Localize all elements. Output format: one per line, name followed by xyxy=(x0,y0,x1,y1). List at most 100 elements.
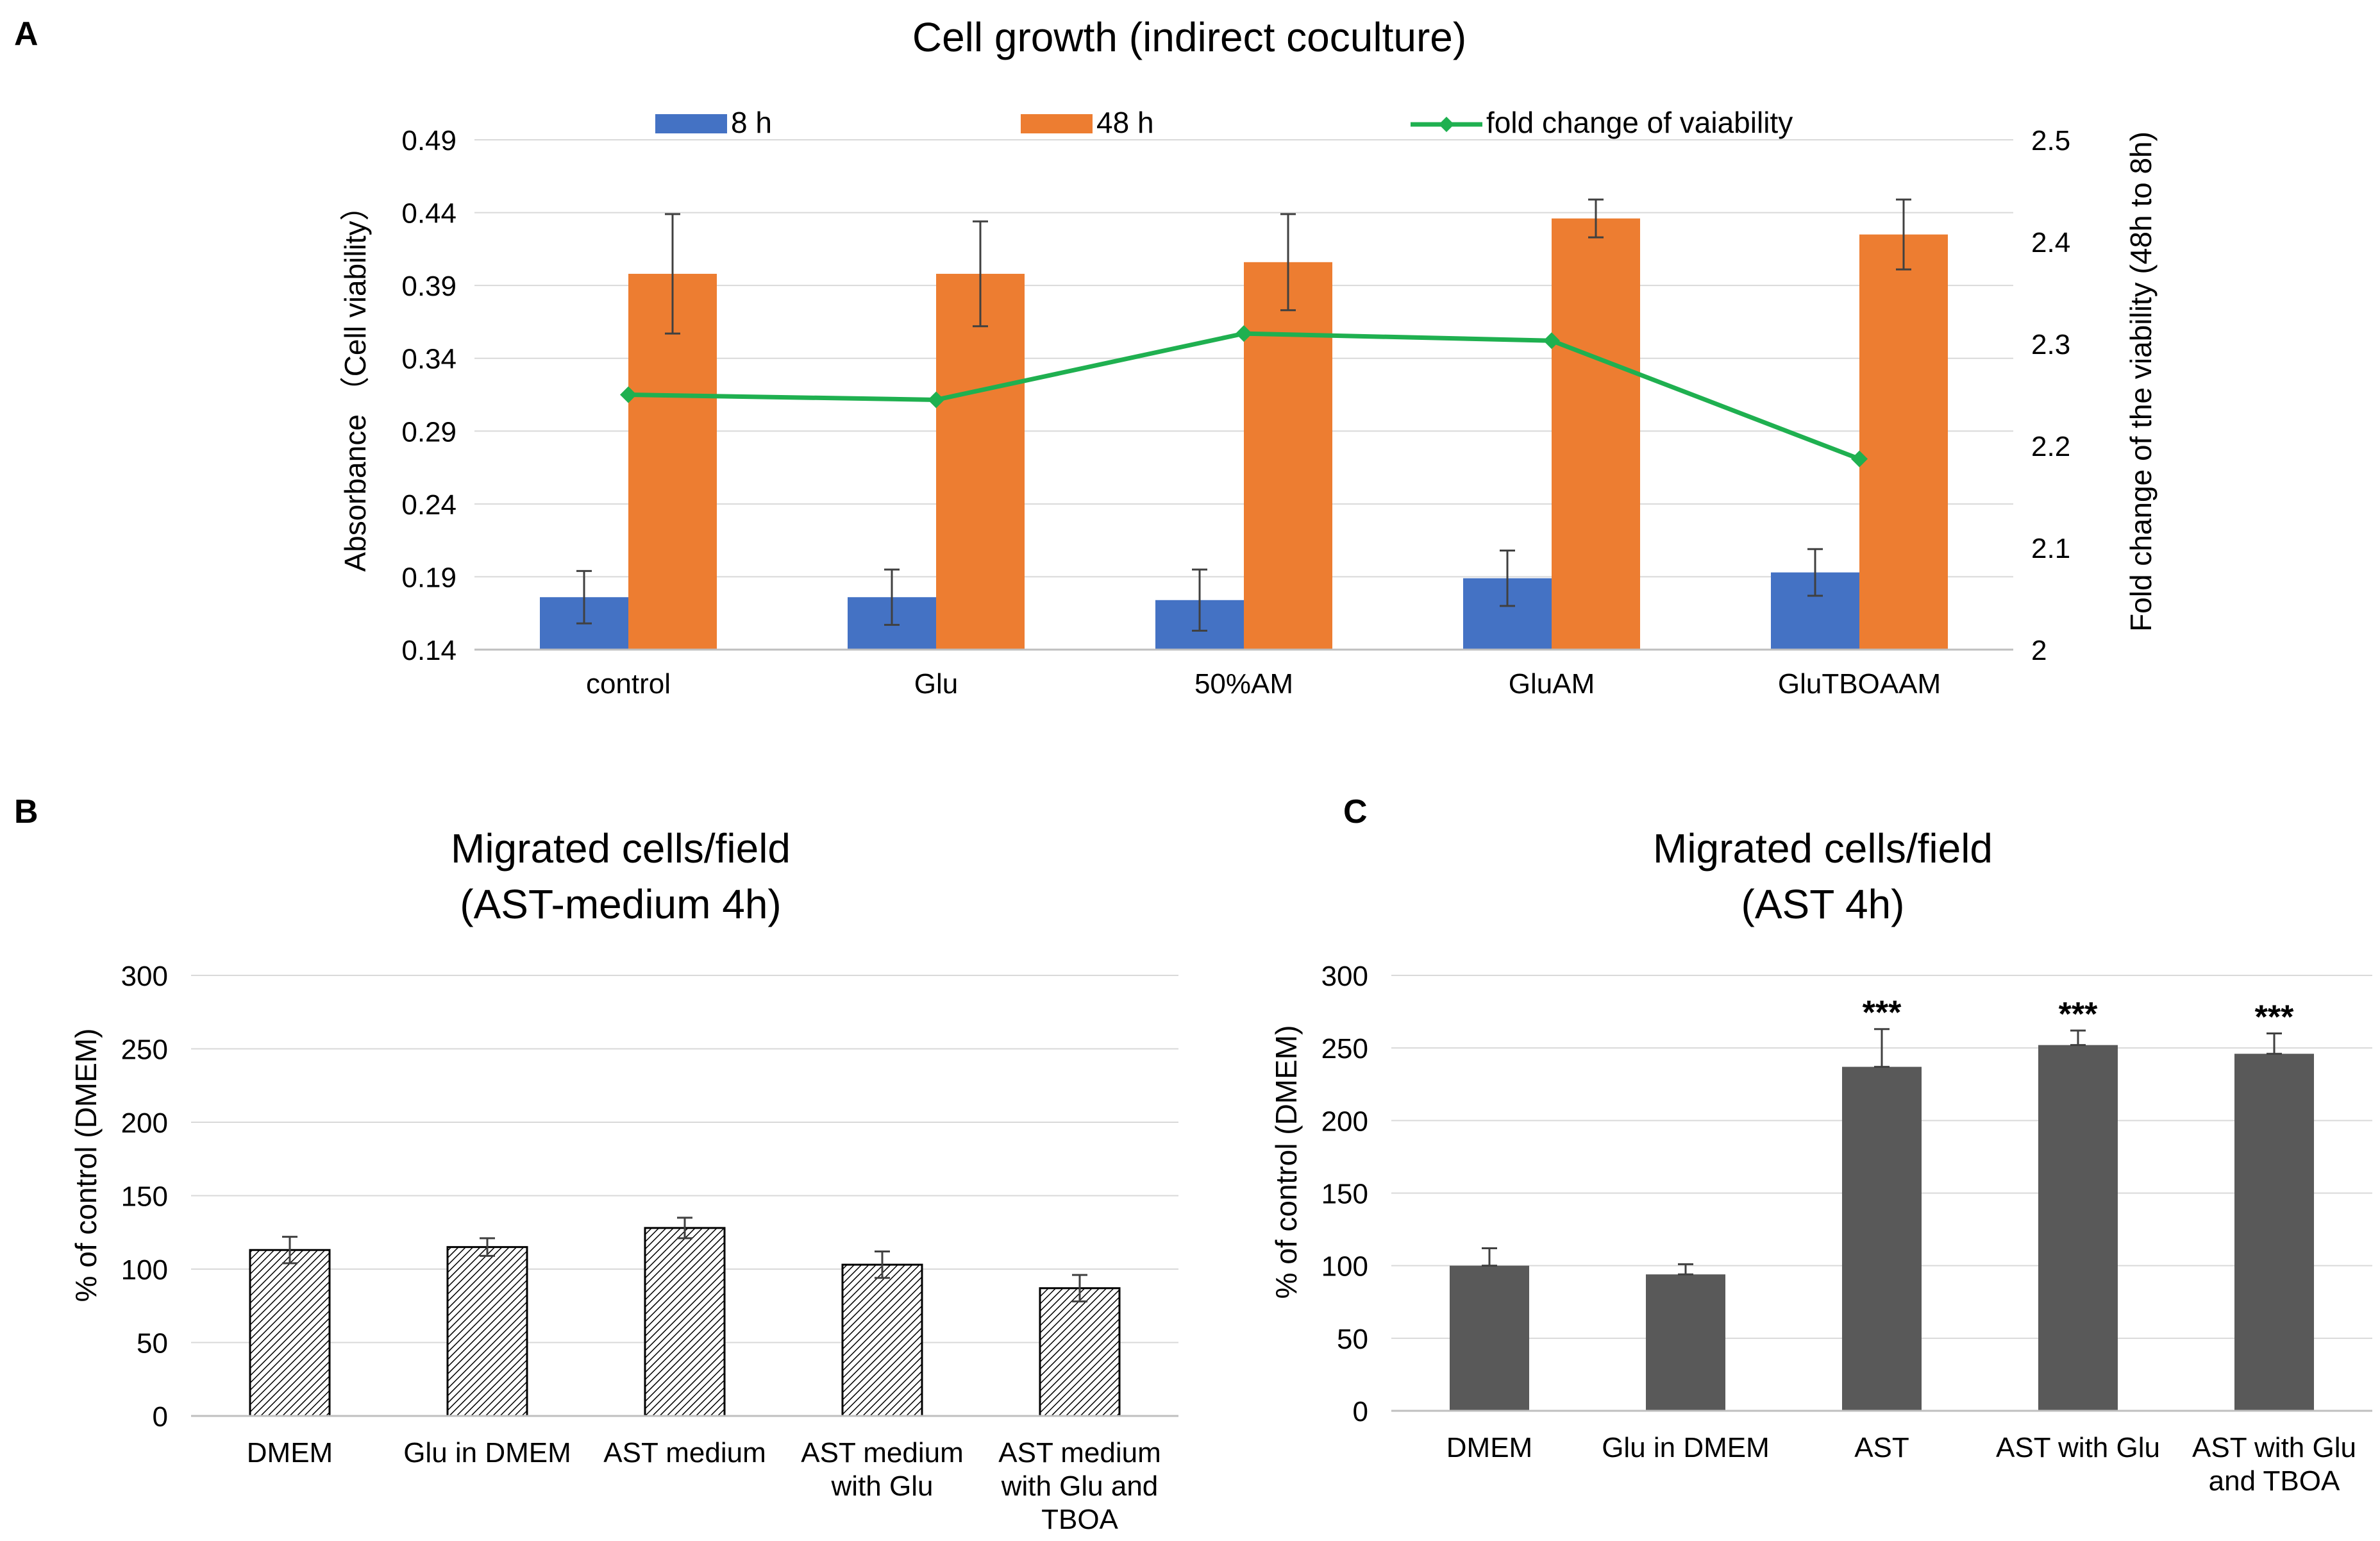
panel-label-a: A xyxy=(14,15,38,53)
legend-label-fold-change: fold change of vaiability xyxy=(1486,106,1793,139)
bar-ast-with-glu xyxy=(2038,1045,2118,1411)
y2-tick-label: 2.4 xyxy=(2031,227,2070,258)
y-tick-label: 50 xyxy=(1337,1324,1368,1355)
chart-b-title-line2: (AST-medium 4h) xyxy=(460,881,781,927)
y2-tick-label: 2.5 xyxy=(2031,125,2070,156)
y-tick-label: 300 xyxy=(121,961,168,992)
bar-ast-medium-with-glu xyxy=(841,1263,923,1417)
fold-change-point xyxy=(620,386,637,403)
y2-tick-label: 2 xyxy=(2031,635,2047,666)
x-tick-label: DMEM xyxy=(1446,1432,1532,1463)
chart-c-axes: 0 50 100 150 200 250 300 DMEM Glu in DMEM AST AST … xyxy=(1321,961,2372,1497)
bar-dmem xyxy=(249,1249,331,1417)
x-tick-label: and TBOA xyxy=(2209,1465,2340,1497)
fold-change-point xyxy=(1543,332,1560,349)
y2-tick-label: 2.1 xyxy=(2031,533,2070,564)
chart-b: Migrated cells/field (AST-medium 4h) 0 50… xyxy=(69,825,1178,1535)
bar-48h-glu xyxy=(936,273,1025,650)
bar-ast xyxy=(1842,1066,1922,1411)
x-tick-label: Glu in DMEM xyxy=(1602,1432,1770,1463)
y-tick-label: 0.39 xyxy=(401,271,457,302)
bar-glu-in-dmem xyxy=(446,1246,528,1417)
y-tick-label: 150 xyxy=(121,1181,168,1213)
x-tick-label: DMEM xyxy=(247,1437,333,1469)
chart-a: Cell growth (indirect coculture) 0.140.1… xyxy=(339,14,2158,700)
y-tick-label: 250 xyxy=(1321,1033,1368,1065)
x-tick-label: AST with Glu xyxy=(2192,1432,2356,1463)
chart-a-axes: 0.14 0.19 0.24 0.29 0.34 0.39 0.44 0.49 2 2.1 2.2 2… xyxy=(401,125,2070,700)
x-tick-label: GluAM xyxy=(1509,668,1595,700)
bar-48h-50%am xyxy=(1244,262,1332,650)
y-tick-label: 0.34 xyxy=(401,344,457,375)
fold-change-point xyxy=(928,391,944,408)
x-tick-label: AST with Glu xyxy=(1996,1432,2160,1463)
x-tick-label: Glu xyxy=(914,668,958,700)
bar-48h-glutboaam xyxy=(1859,234,1948,650)
y-tick-label: 200 xyxy=(121,1107,168,1139)
bar-ast-medium-with-glu-and-tboa xyxy=(1039,1287,1121,1417)
y-tick-label: 0 xyxy=(1353,1396,1368,1427)
legend-label-48h: 48 h xyxy=(1096,106,1154,139)
x-tick-label: GluTBOAAM xyxy=(1778,668,1941,700)
chart-c-title-line2: (AST 4h) xyxy=(1741,881,1905,927)
chart-a-ylabel-right: Fold change of the viability (48h to 8h) xyxy=(2124,131,2158,632)
chart-a-ylabel-left: Absorbance （Cell viability） xyxy=(339,191,372,571)
bar-glu-in-dmem xyxy=(1646,1274,1725,1411)
chart-c-title-line1: Migrated cells/field xyxy=(1653,825,1993,872)
y-tick-label: 0.49 xyxy=(401,125,457,156)
y-tick-label: 200 xyxy=(1321,1106,1368,1137)
legend-label-8h: 8 h xyxy=(731,106,772,139)
y-tick-label: 250 xyxy=(121,1034,168,1066)
bar-ast-medium xyxy=(644,1227,726,1417)
fold-change-point xyxy=(1851,450,1868,467)
fold-change-point xyxy=(1236,325,1252,342)
x-tick-label: AST medium xyxy=(998,1437,1161,1469)
significance-label: *** xyxy=(2059,996,2098,1033)
y-tick-label: 50 xyxy=(137,1328,168,1360)
y2-tick-label: 2.3 xyxy=(2031,329,2070,360)
panel-label-b: B xyxy=(14,793,38,830)
bar-ast-with-glu-and-tboa xyxy=(2234,1054,2314,1411)
chart-c-ylabel: % of control (DMEM) xyxy=(1270,1025,1303,1299)
chart-b-bars xyxy=(249,1217,1121,1417)
significance-label: *** xyxy=(2255,999,2294,1036)
chart-a-title: Cell growth (indirect coculture) xyxy=(912,14,1466,60)
bar-dmem xyxy=(1450,1265,1529,1411)
y-tick-label: 150 xyxy=(1321,1179,1368,1210)
bar-48h-control xyxy=(628,273,717,650)
y-tick-label: 0.29 xyxy=(401,416,457,448)
y-tick-label: 100 xyxy=(1321,1251,1368,1283)
bar-48h-gluam xyxy=(1552,218,1640,650)
chart-a-line-series xyxy=(620,325,1868,467)
y-tick-label: 300 xyxy=(1321,961,1368,992)
y-tick-label: 0.14 xyxy=(401,635,457,666)
chart-a-bars xyxy=(540,198,1948,650)
x-tick-label: with Glu xyxy=(831,1470,934,1502)
x-tick-label: control xyxy=(586,668,671,700)
x-tick-label: TBOA xyxy=(1041,1504,1118,1535)
chart-b-ylabel: % of control (DMEM) xyxy=(69,1029,103,1302)
x-tick-label: 50%AM xyxy=(1194,668,1293,700)
legend-swatch-48h xyxy=(1021,114,1093,133)
x-tick-label: with Glu and xyxy=(1001,1470,1159,1502)
y-tick-label: 0 xyxy=(153,1401,168,1433)
chart-c-bars: *** *** *** xyxy=(1450,995,2314,1411)
x-tick-label: AST medium xyxy=(801,1437,964,1469)
significance-label: *** xyxy=(1863,995,1902,1032)
x-tick-label: AST medium xyxy=(603,1437,766,1469)
chart-c: Migrated cells/field (AST 4h) *** *** *** … xyxy=(1270,825,2372,1497)
y-tick-label: 0.24 xyxy=(401,489,457,521)
legend-swatch-8h xyxy=(655,114,727,133)
x-tick-label: Glu in DMEM xyxy=(403,1437,571,1469)
y-tick-label: 0.19 xyxy=(401,562,457,593)
y2-tick-label: 2.2 xyxy=(2031,431,2070,462)
y-tick-label: 100 xyxy=(121,1254,168,1286)
chart-b-title-line1: Migrated cells/field xyxy=(451,825,791,872)
y-tick-label: 0.44 xyxy=(401,198,457,230)
x-tick-label: AST xyxy=(1854,1432,1909,1463)
chart-a-legend: 8 h 48 h fold change of vaiability xyxy=(655,106,1793,139)
panel-label-c: C xyxy=(1343,793,1368,830)
chart-b-axes: 0 50 100 150 200 250 300 DMEM Glu in DMEM AST med… xyxy=(121,961,1178,1535)
legend-marker-fold-change xyxy=(1439,117,1454,132)
